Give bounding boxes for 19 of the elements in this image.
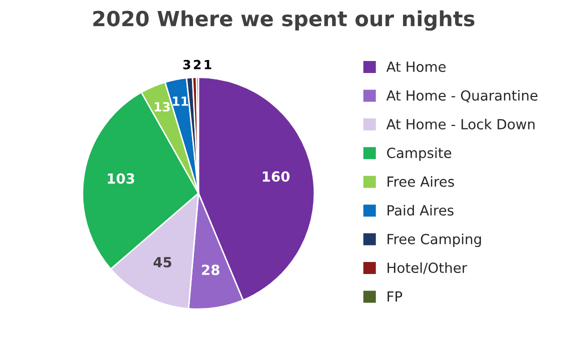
data-label: 3: [183, 60, 190, 70]
data-label: 160: [262, 171, 290, 182]
data-label: 2: [194, 60, 201, 70]
data-label: 28: [202, 264, 220, 276]
legend-label: At Home - Lock Down: [386, 118, 534, 130]
data-label: 103: [108, 173, 134, 184]
data-label: 45: [154, 257, 172, 268]
data-label: 1: [204, 60, 212, 70]
legend-label: Free Camping: [388, 234, 481, 248]
legend-label: Campsite: [387, 147, 452, 161]
legend-label: Free Aires: [388, 176, 454, 187]
legend-label: Hotel/Other: [388, 262, 468, 274]
chart-title: 2020 Where we spent our nights: [93, 10, 474, 31]
legend-label: At Home: [386, 62, 446, 72]
legend-label: FP: [388, 291, 402, 302]
legend-label: Paid Aires: [388, 204, 454, 216]
legend-label: At Home - Quarantine: [386, 90, 538, 102]
data-label: 11: [172, 96, 188, 106]
data-label: 13: [154, 102, 170, 112]
